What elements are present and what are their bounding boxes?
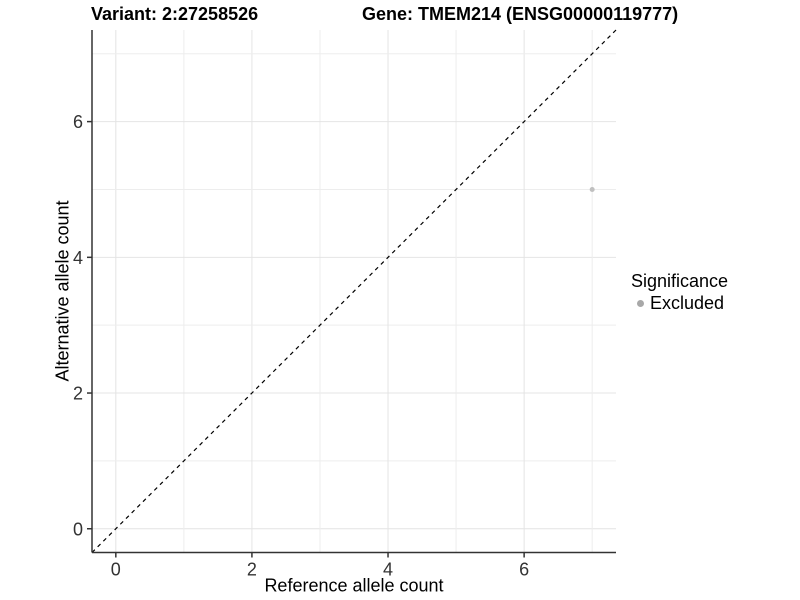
legend-title: Significance bbox=[631, 271, 729, 291]
y-axis-title: Alternative allele count bbox=[52, 200, 73, 382]
gene-title: Gene: TMEM214 (ENSG00000119777) bbox=[362, 4, 679, 24]
legend-item-excluded: Excluded bbox=[631, 293, 728, 313]
identity-dashed-line bbox=[91, 29, 617, 553]
x-tick-label: 0 bbox=[111, 560, 121, 580]
legend-item-label: Excluded bbox=[650, 293, 725, 313]
x-tick-label: 2 bbox=[247, 560, 257, 580]
y-tick-label: 2 bbox=[73, 384, 83, 404]
y-tick-label: 0 bbox=[73, 519, 83, 539]
x-tick-label: 4 bbox=[383, 560, 393, 580]
x-tick-label: 6 bbox=[519, 560, 529, 580]
data-point bbox=[589, 186, 595, 192]
legend-point-icon bbox=[637, 299, 644, 307]
legend: Significance Excluded bbox=[631, 271, 728, 313]
y-tick-label: 6 bbox=[73, 112, 83, 132]
y-tick-label: 4 bbox=[73, 248, 83, 268]
x-axis-title: Reference allele count bbox=[264, 575, 444, 596]
variant-title: Variant: 2:27258526 bbox=[91, 4, 259, 24]
